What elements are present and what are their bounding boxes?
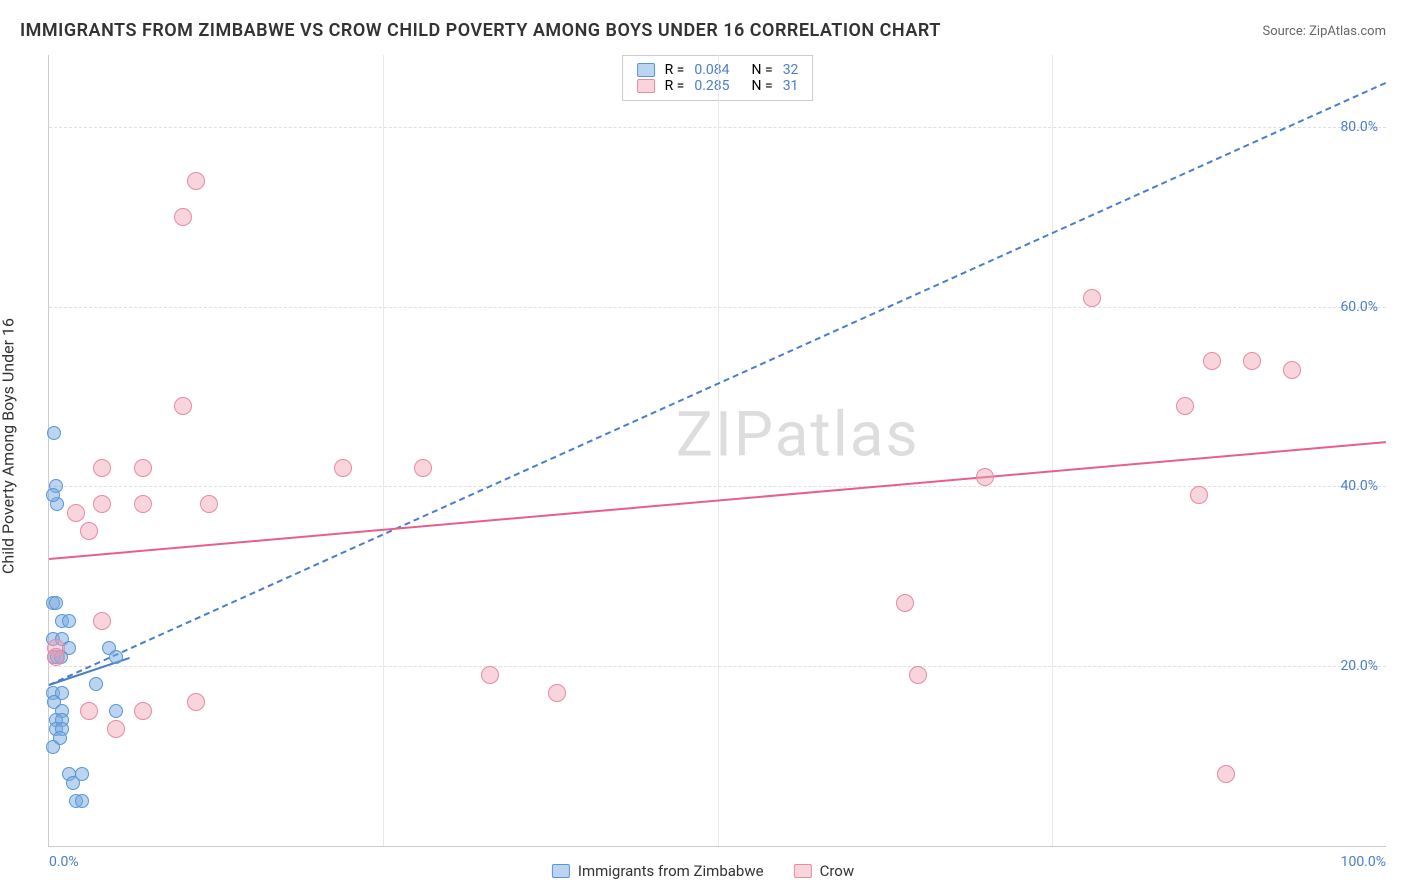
data-point-pink xyxy=(1217,765,1235,783)
legend-swatch-blue xyxy=(552,864,570,878)
data-point-pink xyxy=(174,208,192,226)
data-point-pink xyxy=(1176,397,1194,415)
data-point-pink xyxy=(174,397,192,415)
data-point-pink xyxy=(481,666,499,684)
watermark: ZIPatlas xyxy=(676,398,920,471)
legend-item-blue: Immigrants from Zimbabwe xyxy=(552,862,764,880)
legend-item-pink: Crow xyxy=(794,862,855,880)
y-tick-label: 80.0% xyxy=(1340,119,1378,135)
data-point-pink xyxy=(80,702,98,720)
data-point-pink xyxy=(1190,486,1208,504)
data-point-pink xyxy=(1083,289,1101,307)
legend-n-label: N = xyxy=(752,78,773,94)
data-point-pink xyxy=(80,522,98,540)
legend-swatch-blue xyxy=(637,63,655,77)
legend-label-blue: Immigrants from Zimbabwe xyxy=(578,862,764,880)
data-point-pink xyxy=(187,693,205,711)
gridline-v xyxy=(383,55,384,846)
legend-r-label: R = xyxy=(665,78,685,94)
data-point-blue xyxy=(109,650,123,664)
data-point-blue xyxy=(109,704,123,718)
data-point-blue xyxy=(75,794,89,808)
source-label: Source: ZipAtlas.com xyxy=(1262,24,1386,39)
legend-swatch-pink xyxy=(794,864,812,878)
legend-r-value-pink: 0.285 xyxy=(694,78,729,94)
gridline-v xyxy=(718,55,719,846)
y-axis-title: Child Poverty Among Boys Under 16 xyxy=(0,318,18,574)
x-tick-label: 0.0% xyxy=(49,854,79,870)
legend-n-value-pink: 31 xyxy=(783,78,799,94)
data-point-pink xyxy=(548,684,566,702)
data-point-pink xyxy=(976,468,994,486)
legend-label-pink: Crow xyxy=(820,862,855,880)
data-point-pink xyxy=(334,459,352,477)
y-tick-label: 40.0% xyxy=(1340,478,1378,494)
data-point-pink xyxy=(1243,352,1261,370)
data-point-pink xyxy=(134,495,152,513)
data-point-blue xyxy=(46,740,60,754)
data-point-pink xyxy=(93,495,111,513)
data-point-pink xyxy=(67,504,85,522)
data-point-blue xyxy=(46,488,60,502)
y-tick-label: 60.0% xyxy=(1340,299,1378,315)
data-point-pink xyxy=(93,612,111,630)
legend-r-value-blue: 0.084 xyxy=(694,62,729,78)
x-tick-label: 100.0% xyxy=(1341,854,1386,870)
data-point-pink xyxy=(134,702,152,720)
legend-n-value-blue: 32 xyxy=(783,62,799,78)
gridline-v xyxy=(1052,55,1053,846)
data-point-blue xyxy=(49,596,63,610)
data-point-pink xyxy=(1203,352,1221,370)
data-point-pink xyxy=(107,720,125,738)
data-point-blue xyxy=(89,677,103,691)
chart-plot-area: ZIPatlas R = 0.084 N = 32 R = 0.285 N = … xyxy=(48,55,1386,847)
data-point-pink xyxy=(896,594,914,612)
legend-swatch-pink xyxy=(637,79,655,93)
y-tick-label: 20.0% xyxy=(1340,658,1378,674)
data-point-pink xyxy=(909,666,927,684)
data-point-pink xyxy=(414,459,432,477)
data-point-pink xyxy=(93,459,111,477)
chart-title: IMMIGRANTS FROM ZIMBABWE VS CROW CHILD P… xyxy=(20,20,941,41)
legend-n-label: N = xyxy=(752,62,773,78)
legend-bottom: Immigrants from Zimbabwe Crow xyxy=(552,862,854,880)
data-point-blue xyxy=(47,426,61,440)
data-point-blue xyxy=(66,776,80,790)
data-point-pink xyxy=(187,172,205,190)
data-point-pink xyxy=(47,648,65,666)
data-point-pink xyxy=(1283,361,1301,379)
data-point-pink xyxy=(134,459,152,477)
data-point-blue xyxy=(62,614,76,628)
data-point-pink xyxy=(200,495,218,513)
legend-r-label: R = xyxy=(665,62,685,78)
